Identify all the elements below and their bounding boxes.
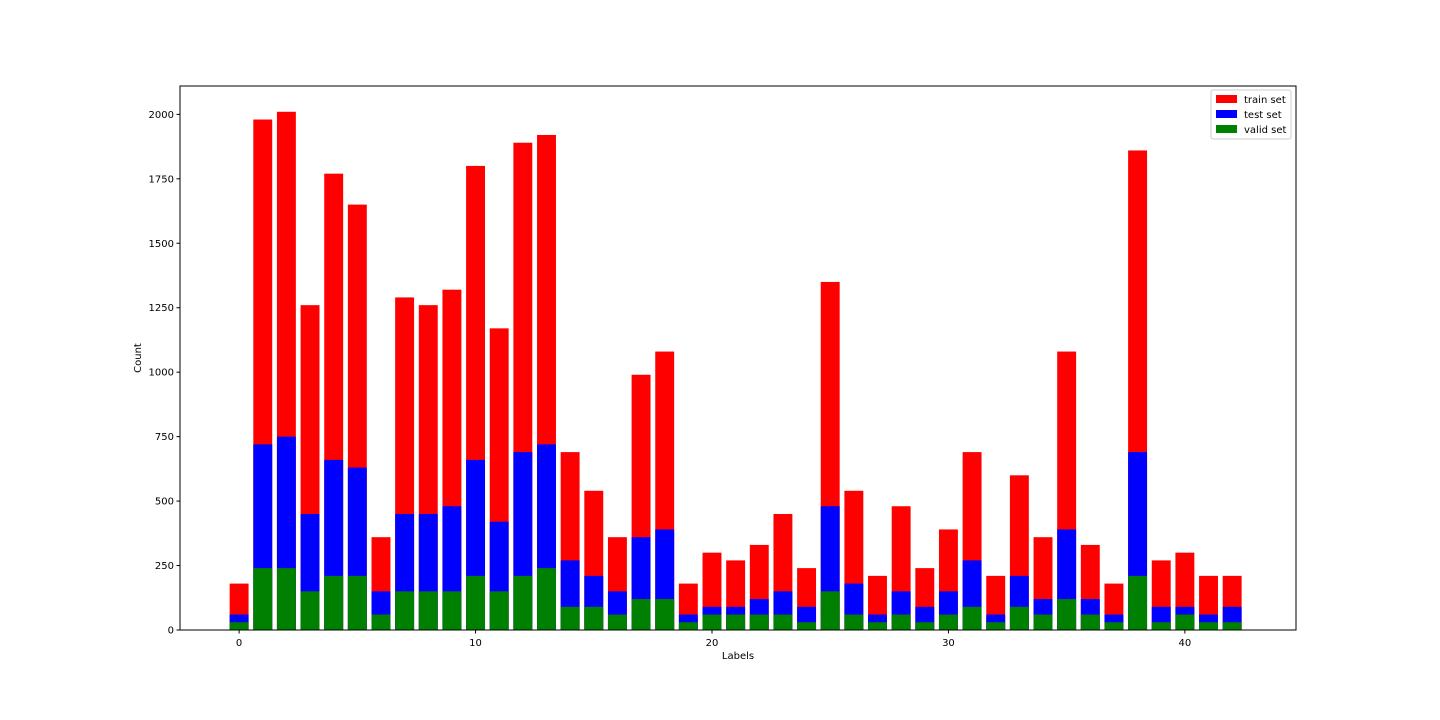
valid-set-bar-36 [1080,614,1100,630]
test-set-legend-swatch [1216,110,1237,118]
valid-set-bar-32 [986,622,1006,630]
valid-set-bar-39 [1151,622,1171,630]
x-tick-label: 10 [469,638,482,649]
valid-set-bar-30 [938,614,958,630]
valid-set-legend-swatch [1216,125,1237,133]
test-set-legend-label: test set [1244,110,1282,121]
valid-set-bar-7 [395,591,415,630]
valid-set-bar-42 [1222,622,1242,630]
valid-set-bar-34 [1033,614,1053,630]
valid-set-bar-10 [466,575,486,630]
valid-set-legend-label: valid set [1244,125,1286,136]
x-tick-label: 30 [942,638,955,649]
legend: train set test set valid set [1210,89,1292,140]
valid-set-bar-23 [773,614,793,630]
y-tick-label: 1750 [149,174,174,185]
bars-group [229,111,1242,631]
valid-set-bar-4 [324,575,344,630]
x-tick-label: 0 [236,638,242,649]
valid-set-bar-20 [702,614,722,630]
valid-set-bar-6 [371,614,391,630]
y-tick-label: 1000 [149,368,174,379]
x-tick-label: 40 [1179,638,1192,649]
valid-set-bar-21 [726,614,746,630]
y-axis-ticks: 0 250 500 750 1000 1250 1500 1750 2000 [149,110,180,637]
x-axis-label: Labels [722,651,754,662]
valid-set-bar-40 [1175,614,1195,630]
y-tick-label: 250 [155,561,174,572]
valid-set-bar-17 [631,599,651,630]
y-tick-label: 0 [168,626,174,637]
valid-set-bar-24 [797,622,817,630]
valid-set-bar-5 [347,575,367,630]
valid-set-bar-2 [276,568,296,630]
valid-set-bar-3 [300,591,320,630]
valid-set-bar-26 [844,614,864,630]
valid-set-bar-11 [489,591,509,630]
valid-set-bar-35 [1057,599,1077,630]
y-tick-label: 1500 [149,239,174,250]
valid-set-bar-41 [1199,622,1218,630]
valid-set-bar-9 [442,591,462,630]
valid-set-bar-0 [229,622,249,630]
valid-set-bar-33 [1009,606,1029,630]
valid-set-bar-38 [1128,575,1148,630]
train-set-legend-swatch [1216,95,1237,103]
valid-set-bar-19 [678,622,698,630]
valid-set-bar-37 [1104,622,1124,630]
valid-set-bar-27 [868,622,887,630]
valid-set-bar-22 [749,614,769,630]
plot-frame [179,85,1297,631]
valid-set-bar-29 [915,622,935,630]
valid-set-bar-15 [584,606,604,630]
valid-set-bar-12 [513,575,533,630]
valid-set-bar-28 [891,614,911,630]
x-tick-label: 20 [706,638,719,649]
valid-set-bar-18 [655,599,675,630]
valid-set-bar-8 [418,591,438,630]
valid-set-bar-25 [820,591,840,630]
valid-set-bar-13 [537,568,556,630]
valid-set-bar-16 [607,614,627,630]
valid-set-bar-31 [962,606,982,630]
train-set-legend-label: train set [1244,95,1286,106]
x-axis-ticks: 0 10 20 30 40 [236,630,1191,649]
y-tick-label: 750 [155,432,174,443]
valid-set-bar-14 [560,606,580,630]
y-axis-label: Count [133,343,144,373]
valid-set-bar-1 [253,568,273,630]
y-tick-label: 500 [155,497,174,508]
y-tick-label: 1250 [149,303,174,314]
y-tick-label: 2000 [149,110,174,121]
